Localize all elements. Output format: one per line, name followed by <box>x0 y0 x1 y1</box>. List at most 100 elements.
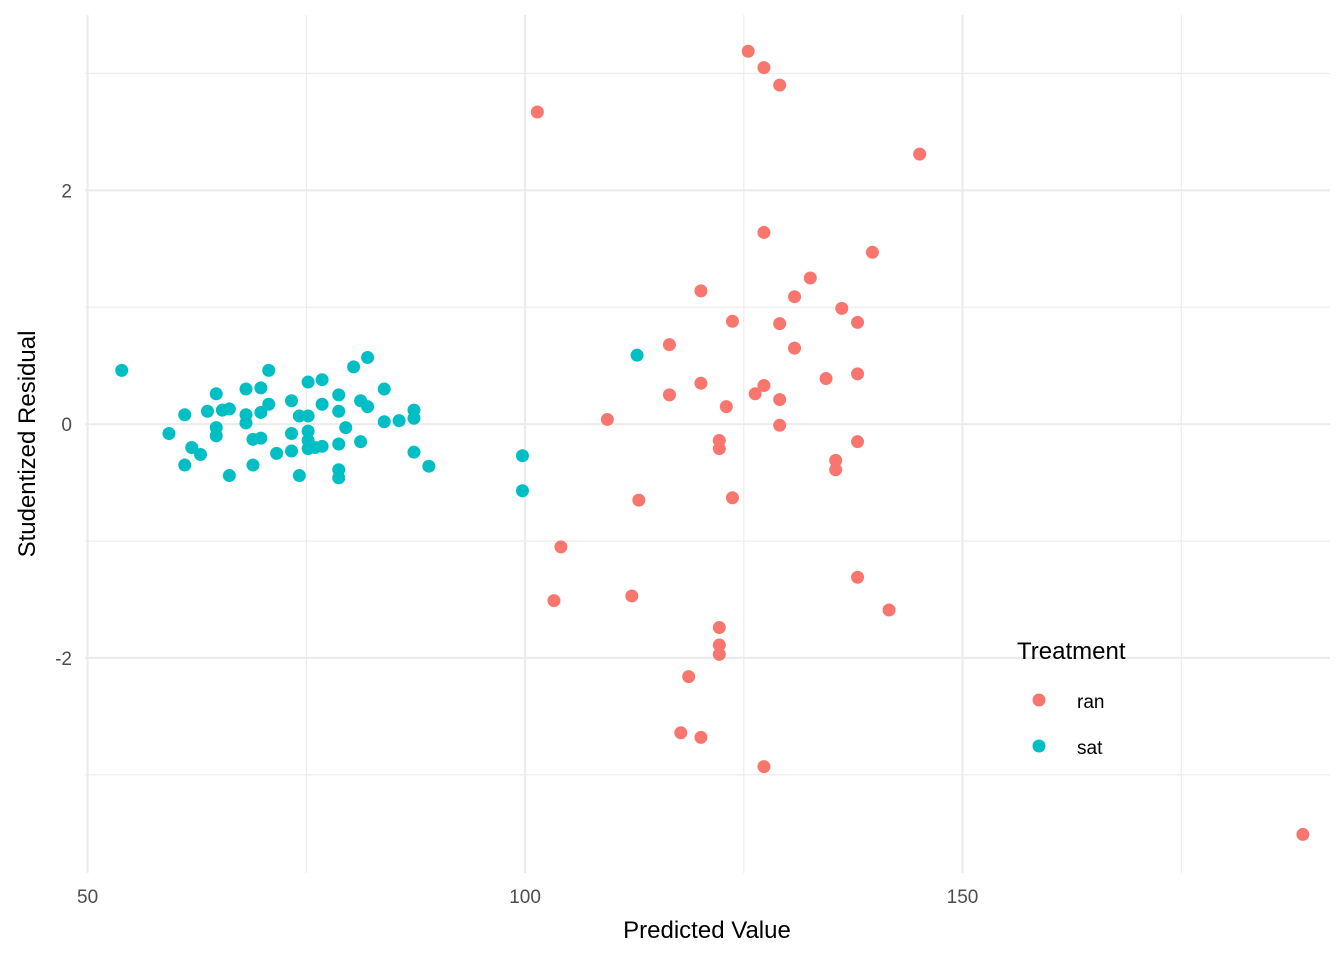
point-sat <box>339 421 353 435</box>
point-ran <box>788 290 802 304</box>
point-ran <box>757 61 771 75</box>
point-sat <box>239 382 253 396</box>
point-sat <box>185 441 199 455</box>
point-ran <box>773 393 787 407</box>
point-sat <box>292 469 306 483</box>
point-sat <box>332 388 346 402</box>
legend-key-ran <box>1032 693 1046 707</box>
point-sat <box>315 397 329 411</box>
point-ran <box>1296 827 1310 841</box>
point-sat <box>254 405 268 419</box>
point-sat <box>361 350 375 364</box>
point-ran <box>819 372 833 386</box>
point-sat <box>315 439 329 453</box>
point-ran <box>712 647 726 661</box>
x-tick-label: 100 <box>509 887 541 908</box>
point-ran <box>829 453 843 467</box>
point-ran <box>913 147 927 161</box>
point-sat <box>515 484 529 498</box>
y-tick-label: 0 <box>61 415 72 436</box>
point-sat <box>284 394 298 408</box>
point-sat <box>222 402 236 416</box>
point-sat <box>162 426 176 440</box>
point-ran <box>694 730 708 744</box>
point-ran <box>674 726 688 740</box>
point-ran <box>773 317 787 331</box>
point-ran <box>757 379 771 393</box>
point-sat <box>254 381 268 395</box>
y-tick-label: 2 <box>61 181 72 202</box>
point-sat <box>377 382 391 396</box>
point-sat <box>246 458 260 472</box>
point-sat <box>284 444 298 458</box>
legend-key-sat <box>1032 739 1046 753</box>
point-ran <box>788 341 802 355</box>
point-sat <box>262 363 276 377</box>
point-ran <box>632 493 646 507</box>
x-tick-label: 50 <box>77 887 98 908</box>
x-axis-title: Predicted Value <box>623 917 791 944</box>
point-ran <box>554 540 568 554</box>
point-sat <box>422 459 436 473</box>
point-ran <box>712 621 726 635</box>
point-sat <box>332 437 346 451</box>
point-ran <box>803 271 817 285</box>
point-ran <box>851 570 865 584</box>
point-sat <box>515 449 529 463</box>
point-ran <box>600 412 614 426</box>
point-ran <box>741 44 755 58</box>
data-points <box>115 44 1310 841</box>
point-ran <box>882 603 896 617</box>
point-ran <box>682 670 696 684</box>
y-axis-ticks: -2 0 2 <box>55 181 72 670</box>
legend: Treatment ran sat <box>1017 638 1126 759</box>
x-axis-ticks: 50 100 150 <box>77 887 978 908</box>
point-sat <box>301 375 315 389</box>
point-ran <box>851 435 865 449</box>
point-ran <box>851 315 865 329</box>
point-sat <box>301 424 315 438</box>
point-sat <box>361 400 375 414</box>
point-sat <box>315 373 329 387</box>
point-sat <box>301 409 315 423</box>
point-sat <box>193 448 207 462</box>
point-sat <box>200 404 214 418</box>
point-ran <box>694 376 708 390</box>
point-ran <box>530 105 544 119</box>
legend-label-ran: ran <box>1077 692 1104 713</box>
point-sat <box>115 363 129 377</box>
point-ran <box>725 491 739 505</box>
point-sat <box>209 387 223 401</box>
point-sat <box>407 445 421 459</box>
point-sat <box>407 411 421 425</box>
point-sat <box>332 404 346 418</box>
point-ran <box>719 400 733 414</box>
y-axis-title: Studentized Residual <box>14 331 41 558</box>
point-sat <box>178 408 192 422</box>
x-tick-label: 150 <box>947 887 979 908</box>
point-sat <box>222 469 236 483</box>
point-ran <box>829 463 843 477</box>
point-ran <box>757 760 771 774</box>
point-sat <box>377 415 391 429</box>
point-ran <box>662 388 676 402</box>
legend-label-sat: sat <box>1077 738 1103 759</box>
point-ran <box>712 442 726 456</box>
point-ran <box>712 638 726 652</box>
legend-title: Treatment <box>1017 638 1126 665</box>
point-sat <box>209 429 223 443</box>
point-ran <box>835 301 849 315</box>
point-ran <box>773 78 787 92</box>
point-ran <box>694 284 708 298</box>
grid-lines <box>85 15 1330 873</box>
point-ran <box>662 338 676 352</box>
point-sat <box>254 431 268 445</box>
point-ran <box>865 245 879 259</box>
point-sat <box>178 458 192 472</box>
point-ran <box>725 314 739 328</box>
point-ran <box>851 367 865 381</box>
point-sat <box>347 360 361 374</box>
point-sat <box>332 471 346 485</box>
y-tick-label: -2 <box>55 649 72 670</box>
